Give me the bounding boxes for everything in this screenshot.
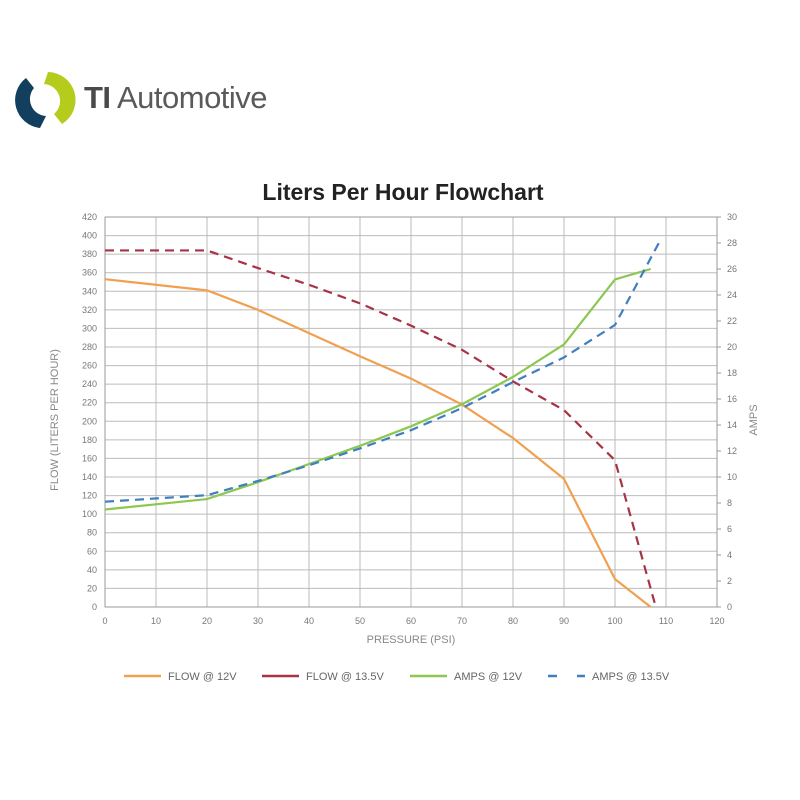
y-tick-label: 260 — [82, 361, 97, 371]
x-tick-label: 100 — [607, 616, 622, 626]
y-tick-label: 140 — [82, 472, 97, 482]
y-tick-label: 160 — [82, 453, 97, 463]
y-tick-label: 200 — [82, 416, 97, 426]
x-tick-label: 50 — [355, 616, 365, 626]
y2-tick-label: 2 — [727, 576, 732, 586]
y-tick-label: 340 — [82, 286, 97, 296]
y-tick-label: 120 — [82, 491, 97, 501]
y2-tick-label: 14 — [727, 420, 737, 430]
y2-tick-label: 0 — [727, 602, 732, 612]
chart-title: Liters Per Hour Flowchart — [262, 179, 544, 205]
y-tick-label: 220 — [82, 398, 97, 408]
y-tick-label: 180 — [82, 435, 97, 445]
y2-tick-label: 24 — [727, 290, 737, 300]
y-tick-label: 280 — [82, 342, 97, 352]
series-line-flow-13-5v — [105, 249, 657, 608]
y-tick-label: 40 — [87, 565, 97, 575]
y-tick-label: 20 — [87, 583, 97, 593]
x-axis-label: PRESSURE (PSI) — [367, 634, 456, 646]
y-tick-label: 320 — [82, 305, 97, 315]
y-tick-label: 0 — [92, 602, 97, 612]
y-tick-label: 100 — [82, 509, 97, 519]
x-tick-label: 90 — [559, 616, 569, 626]
y-tick-label: 420 — [82, 212, 97, 222]
x-tick-label: 30 — [253, 616, 263, 626]
y2-tick-label: 12 — [727, 446, 737, 456]
ti-automotive-logo — [15, 72, 76, 128]
x-tick-label: 10 — [151, 616, 161, 626]
y-tick-label: 360 — [82, 268, 97, 278]
series-line-amps-12v — [104, 267, 652, 511]
legend-label: AMPS @ 13.5V — [592, 671, 670, 683]
x-tick-label: 80 — [508, 616, 518, 626]
y2-tick-label: 4 — [727, 550, 732, 560]
y-axis-label: FLOW (LITERS PER HOUR) — [49, 349, 61, 491]
brand-name: TI Automotive — [84, 80, 268, 115]
x-tick-label: 20 — [202, 616, 212, 626]
y2-tick-label: 28 — [727, 238, 737, 248]
series-line-amps-13-5v — [104, 238, 662, 503]
y2-tick-label: 30 — [727, 212, 737, 222]
legend-label: FLOW @ 13.5V — [306, 671, 384, 683]
series-line-flow-12v — [104, 278, 652, 608]
y2-axis-label: AMPS — [748, 404, 760, 435]
x-tick-label: 0 — [102, 616, 107, 626]
y-tick-label: 380 — [82, 249, 97, 259]
y2-tick-label: 22 — [727, 316, 737, 326]
y2-tick-label: 20 — [727, 342, 737, 352]
y-tick-label: 300 — [82, 323, 97, 333]
x-tick-label: 70 — [457, 616, 467, 626]
y-tick-label: 400 — [82, 231, 97, 241]
y-tick-label: 60 — [87, 546, 97, 556]
y2-tick-label: 10 — [727, 472, 737, 482]
x-tick-label: 110 — [659, 616, 673, 626]
x-tick-label: 60 — [406, 616, 416, 626]
y2-tick-label: 8 — [727, 498, 732, 508]
y2-tick-label: 16 — [727, 394, 737, 404]
plot-frame — [104, 216, 718, 608]
legend-label: AMPS @ 12V — [454, 671, 523, 683]
y2-tick-label: 6 — [727, 524, 732, 534]
y2-tick-label: 26 — [727, 264, 737, 274]
legend-label: FLOW @ 12V — [168, 671, 237, 683]
x-tick-label: 120 — [709, 616, 724, 626]
x-tick-label: 40 — [304, 616, 314, 626]
y2-tick-label: 18 — [727, 368, 737, 378]
y-tick-label: 240 — [82, 379, 97, 389]
y-tick-label: 80 — [87, 528, 97, 538]
